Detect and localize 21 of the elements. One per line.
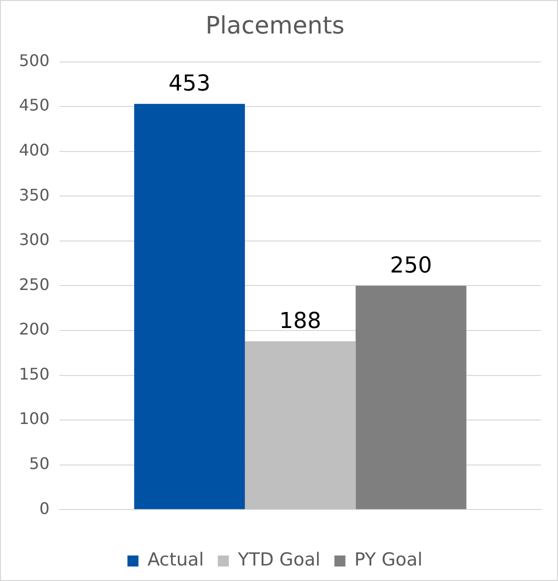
data-label: 453 xyxy=(168,72,211,97)
y-tick-label: 350 xyxy=(18,185,50,204)
y-tick-label: 150 xyxy=(18,364,50,384)
bar xyxy=(134,104,245,510)
data-label: 250 xyxy=(390,253,432,278)
bar xyxy=(244,341,356,510)
y-tick-label: 300 xyxy=(18,230,50,250)
legend-label: PY Goal xyxy=(354,550,423,571)
y-tick-label: 500 xyxy=(18,50,50,70)
chart-title: Placements xyxy=(205,12,345,40)
y-tick-label: 200 xyxy=(18,320,50,339)
y-tick-label: 100 xyxy=(18,409,50,428)
bar xyxy=(356,286,466,510)
y-tick-label: 250 xyxy=(18,274,50,294)
y-tick-label: 450 xyxy=(18,96,50,115)
y-tick-label: 50 xyxy=(29,454,50,473)
legend-label: Actual xyxy=(147,550,204,571)
data-label: 188 xyxy=(279,308,322,334)
legend-label: YTD Goal xyxy=(236,550,320,571)
y-tick-label: 400 xyxy=(18,140,50,160)
y-tick-label: 0 xyxy=(39,498,50,518)
